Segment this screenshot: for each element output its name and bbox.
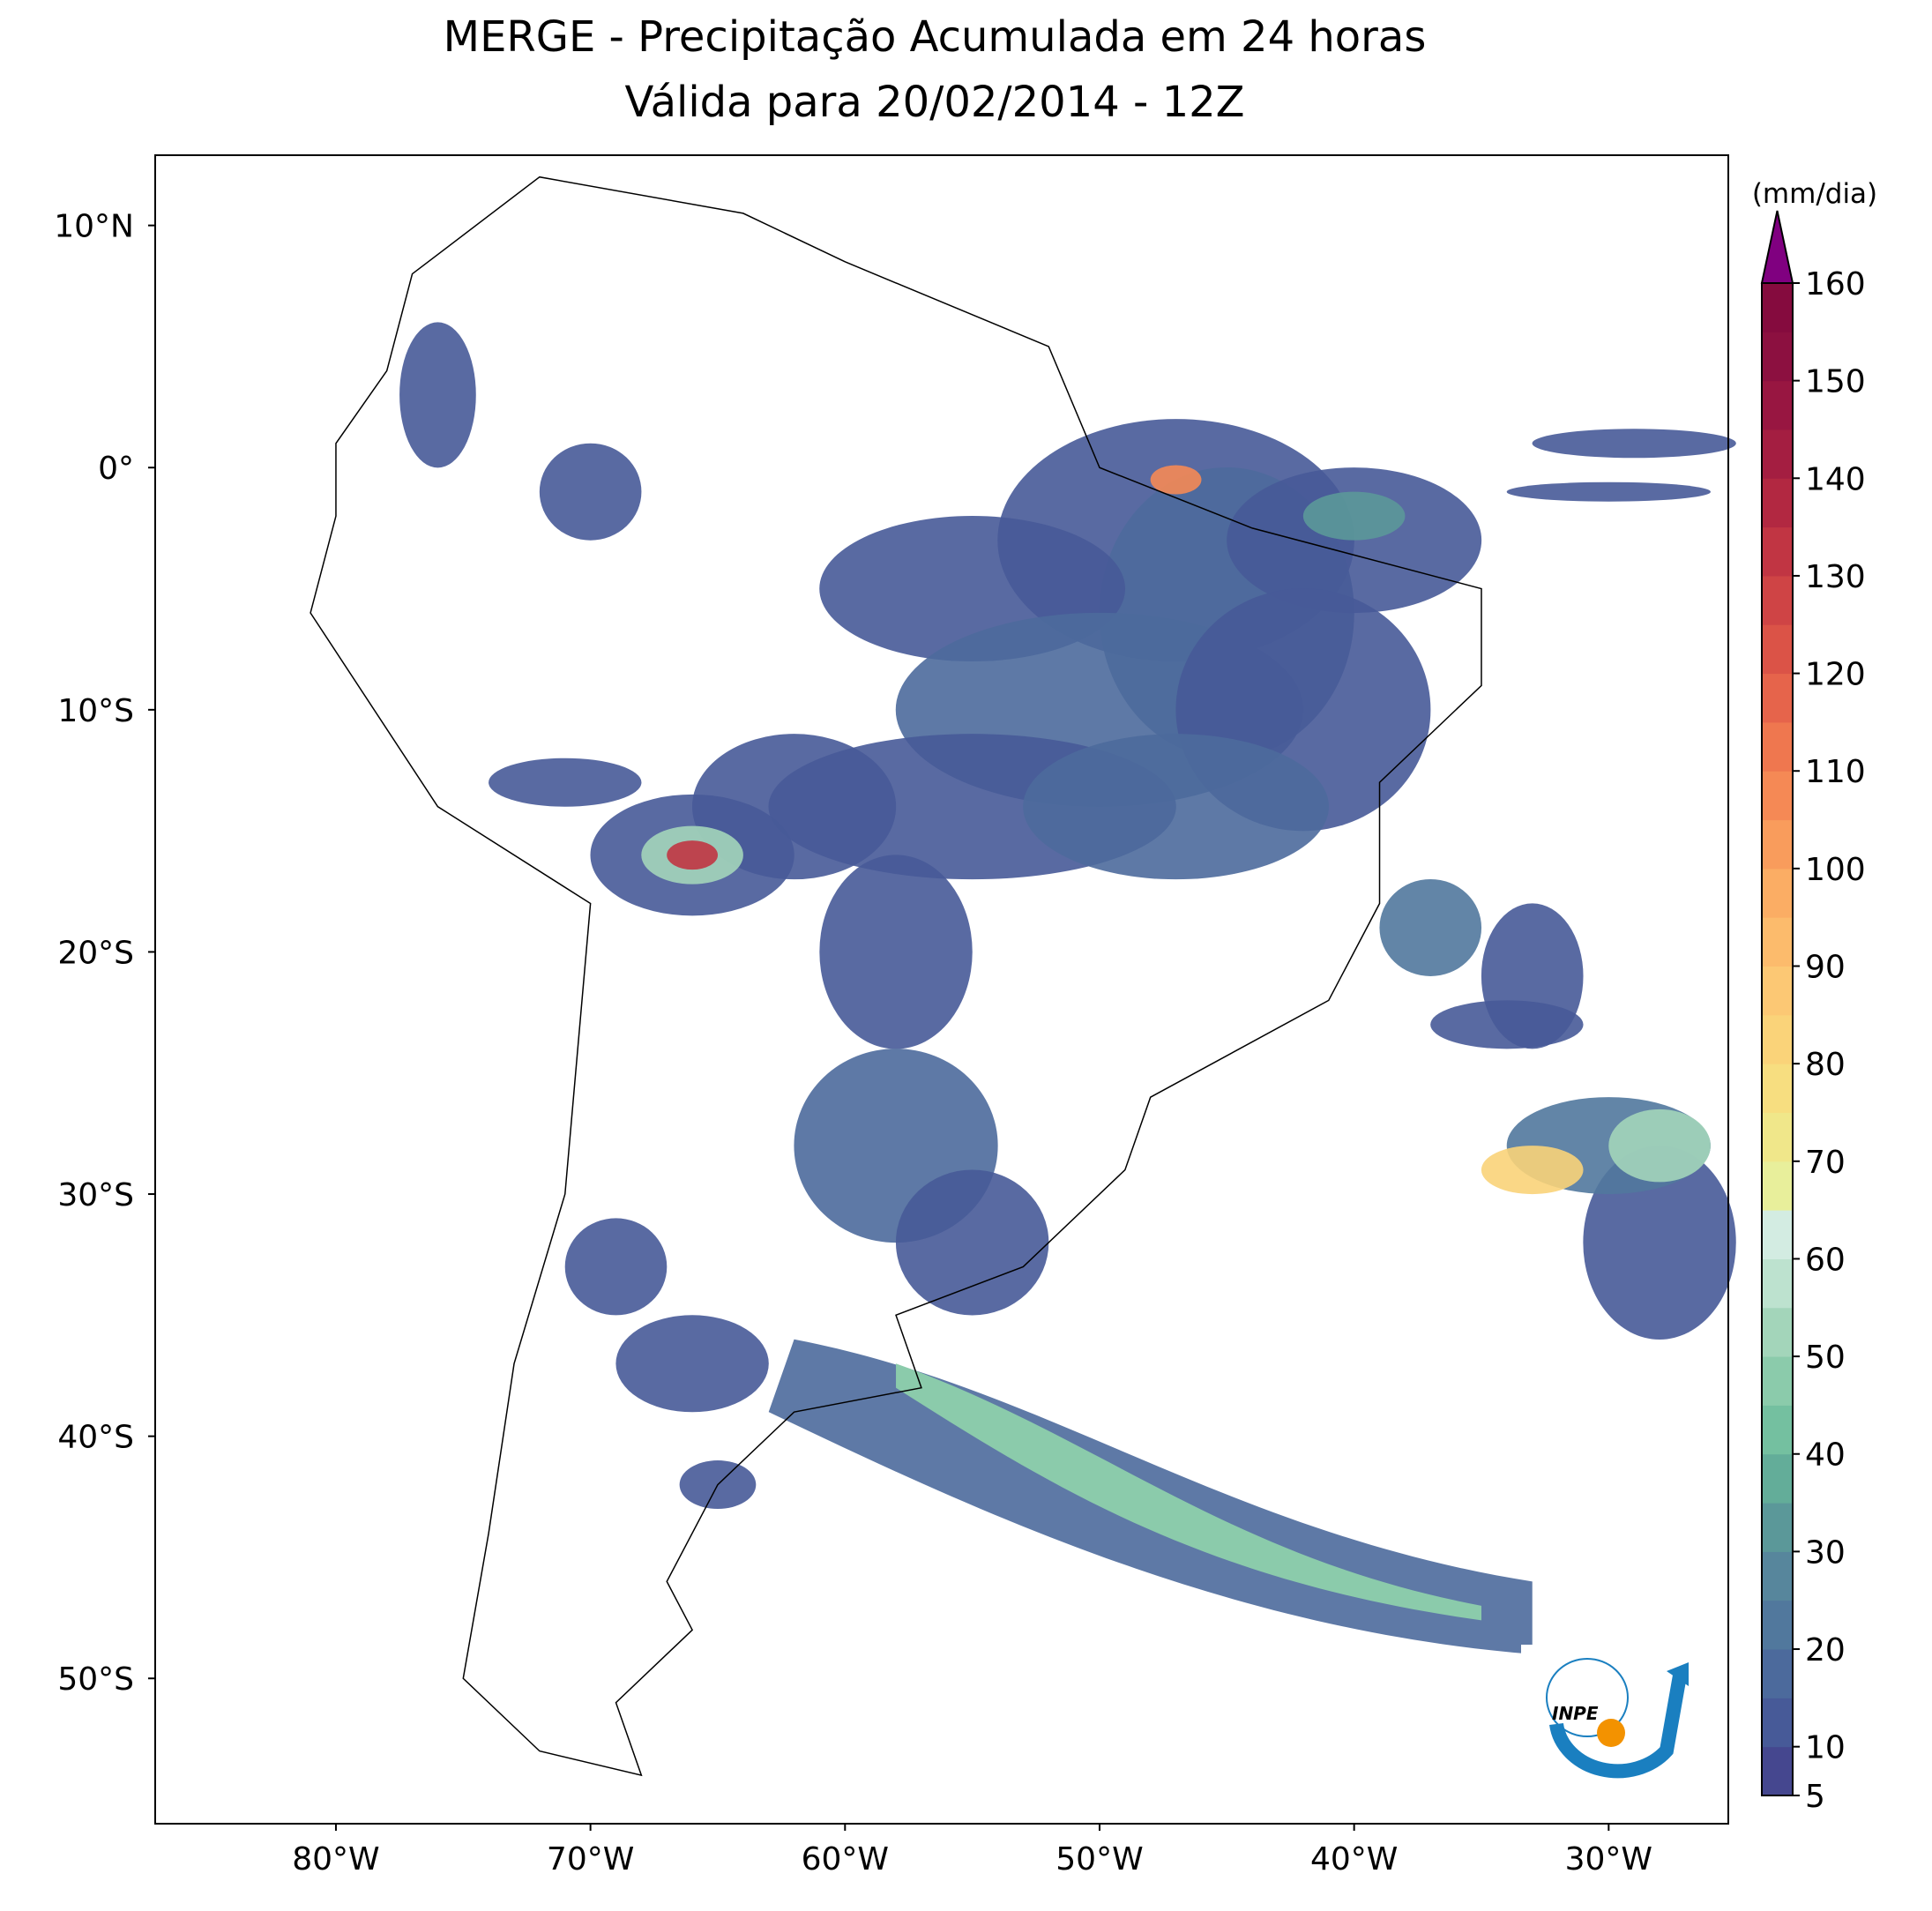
- colorbar-tick-label: 30: [1805, 1534, 1846, 1571]
- colorbar-tick-label: 20: [1805, 1632, 1846, 1668]
- colorbar-band: [1762, 478, 1793, 528]
- precip-area: [1302, 491, 1406, 541]
- colorbar-band: [1762, 624, 1793, 675]
- x-tick-label: 70°W: [547, 1841, 634, 1877]
- colorbar-frame: [1761, 282, 1794, 1796]
- colorbar-band: [1762, 1453, 1793, 1504]
- y-tick-label: 10°N: [54, 209, 134, 245]
- colorbar-band: [1762, 1161, 1793, 1211]
- colorbar-band: [1762, 1600, 1793, 1650]
- colorbar-band: [1762, 771, 1793, 821]
- colorbar-band: [1762, 429, 1793, 479]
- colorbar-tick-label: 140: [1805, 461, 1866, 497]
- precip-area: [489, 758, 642, 807]
- colorbar-band: [1762, 1064, 1793, 1113]
- colorbar-band: [1762, 1356, 1793, 1406]
- colorbar-band: [1762, 526, 1793, 577]
- precip-area: [1023, 734, 1329, 880]
- precip-area: [399, 322, 476, 468]
- colorbar-band: [1762, 868, 1793, 918]
- precip-area: [1506, 481, 1711, 502]
- colorbar-tick-label: 50: [1805, 1340, 1846, 1376]
- colorbar-tick-label: 120: [1805, 657, 1866, 693]
- y-tick-label: 30°S: [57, 1177, 134, 1213]
- logo-dot: [1597, 1719, 1625, 1747]
- logo-arrow: [1667, 1662, 1689, 1686]
- colorbar-band: [1762, 283, 1793, 332]
- precip-area: [1532, 429, 1736, 459]
- precip-area: [1608, 1109, 1711, 1183]
- colorbar-band: [1762, 575, 1793, 625]
- colorbar-band: [1762, 673, 1793, 723]
- x-tick-label: 60°W: [802, 1841, 889, 1877]
- map-area: [310, 175, 1736, 1777]
- precip-area: [1583, 1145, 1736, 1340]
- colorbar-label: (mm/dia): [1752, 178, 1877, 210]
- colorbar-band: [1762, 1258, 1793, 1309]
- y-tick-label: 20°S: [57, 935, 134, 971]
- precip-area: [615, 1315, 769, 1413]
- x-tick-label: 80°W: [292, 1841, 379, 1877]
- colorbar-tick-label: 130: [1805, 559, 1866, 595]
- logo: INPE: [1521, 1645, 1711, 1808]
- precip-band: [896, 1363, 1481, 1621]
- precip-area: [1481, 1146, 1584, 1195]
- colorbar-band: [1762, 966, 1793, 1016]
- logo-text: INPE: [1552, 1703, 1599, 1724]
- logo-orbit: [1546, 1658, 1629, 1737]
- colorbar-tick-label: 100: [1805, 852, 1866, 888]
- colorbar-band: [1762, 380, 1793, 430]
- colorbar-tick-label: 10: [1805, 1730, 1846, 1766]
- colorbar-tick-label: 80: [1805, 1047, 1846, 1083]
- colorbar-tick-label: 90: [1805, 950, 1846, 986]
- y-tick-label: 40°S: [57, 1420, 134, 1456]
- logo-arc: [1549, 1674, 1687, 1779]
- coastline: [310, 175, 1482, 1777]
- y-tick-label: 10°S: [57, 693, 134, 729]
- colorbar-extend: [1760, 210, 1794, 284]
- precip-area: [895, 1169, 1049, 1316]
- colorbar-band: [1762, 1746, 1793, 1796]
- colorbar-band: [1762, 1210, 1793, 1259]
- title-line: Válida para 20/02/2014 - 12Z: [624, 78, 1244, 127]
- colorbar-tick-label: 110: [1805, 754, 1866, 790]
- precip-area: [1430, 1000, 1584, 1049]
- colorbar-band: [1762, 1698, 1793, 1748]
- x-tick-label: 30°W: [1565, 1841, 1652, 1877]
- colorbar-band: [1762, 1307, 1793, 1357]
- x-tick-label: 40°W: [1310, 1841, 1398, 1877]
- precip-area: [564, 1218, 668, 1316]
- colorbar-band: [1762, 1551, 1793, 1601]
- colorbar-band: [1762, 819, 1793, 870]
- colorbar-tick-label: 150: [1805, 364, 1866, 400]
- colorbar-band: [1762, 1112, 1793, 1162]
- colorbar-band: [1762, 721, 1793, 772]
- precip-area: [819, 855, 973, 1049]
- colorbar-band: [1762, 1405, 1793, 1455]
- y-tick-label: 50°S: [57, 1661, 134, 1698]
- colorbar-band: [1762, 1649, 1793, 1698]
- x-tick-label: 50°W: [1056, 1841, 1143, 1877]
- colorbar-band: [1762, 332, 1793, 382]
- colorbar-tick-label: 40: [1805, 1437, 1846, 1474]
- colorbar-tick-label: 160: [1805, 266, 1866, 302]
- colorbar-tick-label: 5: [1805, 1779, 1825, 1815]
- map-frame: [154, 154, 1729, 1825]
- precip-area: [667, 840, 719, 870]
- title-line: MERGE - Precipitação Acumulada em 24 hor…: [444, 12, 1427, 62]
- colorbar-band: [1762, 1503, 1793, 1552]
- precip-area: [1379, 878, 1482, 976]
- colorbar-band: [1762, 917, 1793, 967]
- colorbar-tick-label: 60: [1805, 1242, 1846, 1278]
- precip-area: [539, 443, 642, 541]
- y-tick-label: 0°: [98, 451, 134, 487]
- colorbar-tick-label: 70: [1805, 1145, 1846, 1181]
- colorbar-band: [1762, 1014, 1793, 1064]
- precip-area: [1150, 465, 1202, 495]
